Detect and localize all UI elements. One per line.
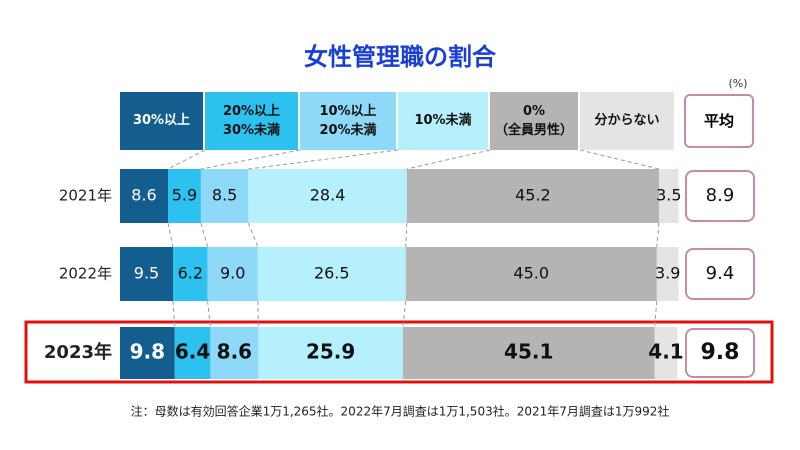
y-tick-label: 2022年 [59,265,112,283]
connector [200,149,301,170]
value-label: 28.4 [310,186,346,205]
value-label: 5.9 [172,186,197,205]
y-tick-label: 2021年 [59,187,112,205]
bar-segment [207,247,258,301]
unit-label: (%) [728,77,747,90]
value-label: 25.9 [306,340,355,364]
value-label: 9.0 [220,264,245,283]
value-label: 45.2 [515,186,551,205]
bar-segment [257,247,406,301]
value-label: 9.5 [134,264,159,283]
connector [200,222,209,248]
average-box [685,170,755,222]
legend-entry: 30%以上 [120,92,203,150]
value-label: 26.5 [314,264,350,283]
value-label: 45.1 [504,340,553,364]
bar-segment [210,327,259,379]
legend-entry: 20%以上 30%未満 [205,92,298,150]
legend-entry: 分からない [580,92,674,150]
value-label: 3.5 [656,186,681,205]
value-label: 4.1 [648,340,683,364]
average-value: 9.8 [701,340,740,365]
bar-segment [656,247,679,301]
connector [656,222,660,248]
average-box [685,328,755,378]
connector [402,300,407,328]
bar-segment [258,327,403,379]
bar-segment [167,169,201,223]
connector [257,300,259,328]
value-label: 45.0 [513,264,549,283]
connector [654,300,658,328]
connector [406,149,491,170]
bar-segment [120,327,175,379]
connector [247,222,259,248]
note: 注：母数は有効回答企業1万1,265社。2022年7月調査は1万1,503社。2… [131,404,670,419]
bar-segment [248,169,407,223]
bar-segment [659,169,679,223]
bar-segment [174,327,211,379]
bar-segment [654,327,678,379]
average-value: 8.9 [706,185,735,206]
value-label: 8.6 [217,340,252,364]
value-label: 6.4 [175,340,210,364]
connector [207,300,211,328]
average-box [685,248,755,300]
bar-segment [120,247,174,301]
value-label: 9.8 [130,340,165,364]
value-label: 8.6 [131,186,156,205]
highlight-box [24,320,774,384]
connector [167,222,174,248]
average-value: 9.4 [706,263,735,284]
legend-entry: 0% （全員男性） [490,92,578,150]
connector [579,149,660,170]
bar-segment [200,169,249,223]
connector [248,149,399,170]
bar-segment [173,247,208,301]
bar-segment [402,327,655,379]
chart-title: 女性管理職の割合 [304,43,497,71]
legend-entry: 10%未満 [398,92,488,150]
y-tick-label: 2023年 [44,341,112,363]
value-label: 3.9 [655,264,680,283]
connector [167,149,206,170]
value-label: 8.5 [212,186,237,205]
bar-segment [406,169,660,223]
average-header: 平均 [684,94,754,148]
value-label: 6.2 [178,264,203,283]
connector [405,222,408,248]
bar-segment [120,169,168,223]
legend-entry: 10%以上 20%未満 [300,92,396,150]
bar-segment [405,247,657,301]
connector [172,300,176,328]
